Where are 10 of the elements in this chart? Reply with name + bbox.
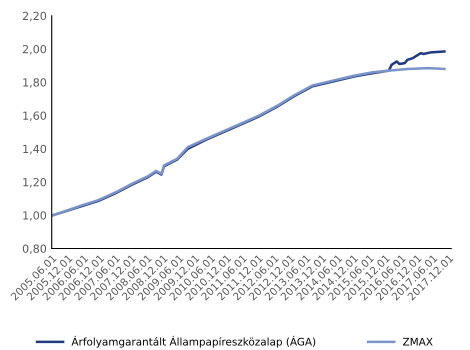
legend-label: Árfolyamgarantált Állampapíreszközalap (ÁGA) xyxy=(71,336,316,348)
y-tick-label: 1,00 xyxy=(23,211,46,221)
y-tick-label: 0,80 xyxy=(22,244,46,254)
y-tick-label: 2,00 xyxy=(22,44,46,55)
y-tick-label: 2,20 xyxy=(22,12,46,22)
y-tick-label: 1,80 xyxy=(23,78,46,88)
y-tick-label: 1,20 xyxy=(23,178,46,188)
y-tick-label: 1,60 xyxy=(23,111,46,122)
legend-label: ZMAX xyxy=(403,338,433,346)
y-tick-label: 1,40 xyxy=(23,144,46,154)
